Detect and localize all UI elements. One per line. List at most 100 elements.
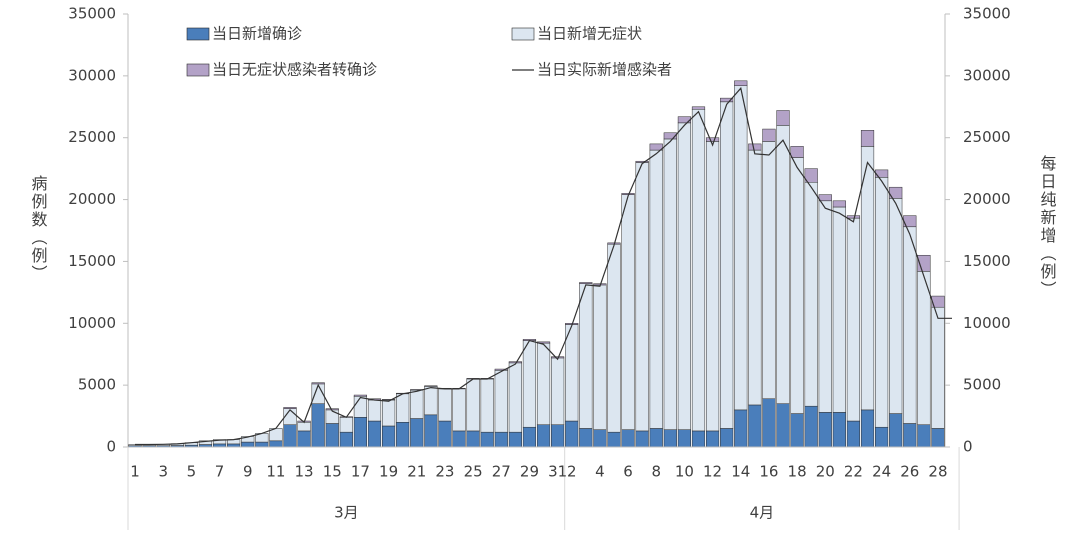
- bar-segment: [804, 182, 818, 407]
- x-tick-label: 27: [492, 463, 511, 481]
- legend-swatch: [511, 27, 535, 41]
- bar-segment: [705, 137, 720, 142]
- bar-segment: [283, 424, 297, 448]
- bar-segment: [565, 420, 579, 448]
- bar-segment: [846, 215, 861, 219]
- x-tick-label: 12: [703, 463, 722, 481]
- bar-segment: [875, 177, 889, 428]
- bar-segment: [762, 398, 776, 448]
- bar-segment: [691, 430, 706, 448]
- x-tick-label: 7: [215, 463, 225, 481]
- bar-segment: [635, 160, 649, 163]
- y-axis-title: 病例数（例）: [29, 175, 48, 283]
- x-tick-label: 14: [731, 463, 750, 481]
- bar-segment: [325, 408, 339, 411]
- bar-segment: [691, 106, 706, 110]
- bar-segment: [748, 404, 762, 448]
- x-tick-label: 4: [595, 463, 605, 481]
- bar-segment: [579, 282, 593, 284]
- bar-segment: [889, 198, 903, 414]
- bar-segment: [297, 430, 311, 448]
- y2-axis-title: 每日纯新增（例）: [1038, 155, 1057, 299]
- bar-segment: [649, 428, 663, 448]
- bar-segment: [705, 430, 720, 448]
- x-tick-label: 23: [435, 463, 454, 481]
- bar-segment: [734, 409, 748, 448]
- x-tick-label: 5: [187, 463, 197, 481]
- x-tick-label: 15: [323, 463, 342, 481]
- bar-segment: [382, 425, 396, 448]
- bar-segment: [410, 389, 424, 419]
- bar-segment: [663, 429, 677, 448]
- bar-segment: [593, 429, 607, 448]
- y2-tick-label: 5000: [963, 376, 1001, 394]
- bar-segment: [424, 386, 438, 416]
- bar-segment: [410, 418, 424, 448]
- x-tick-label: 8: [651, 463, 661, 481]
- bar-segment: [649, 143, 663, 151]
- bar-segment: [790, 413, 804, 448]
- bar-segment: [424, 385, 438, 387]
- bar-segment: [663, 138, 677, 430]
- bar-segment: [720, 428, 734, 448]
- legend-label: 当日新增确诊: [212, 25, 302, 43]
- bar-segment: [255, 441, 269, 448]
- bar-segment: [677, 429, 691, 448]
- x-tick-label: 29: [520, 463, 539, 481]
- bar-segment: [494, 370, 508, 433]
- x-tick-label: 24: [872, 463, 891, 481]
- bar-segment: [931, 295, 945, 308]
- bar-segment: [649, 149, 663, 429]
- x-tick-label: 20: [816, 463, 835, 481]
- bar-segment: [480, 431, 494, 448]
- bar-segment: [424, 414, 438, 448]
- bar-segment: [382, 399, 396, 401]
- line: [135, 86, 952, 446]
- bar-segment: [635, 162, 649, 432]
- bar-segment: [705, 141, 720, 432]
- y2-tick-label: 15000: [963, 252, 1011, 270]
- bar-segment: [593, 284, 607, 430]
- bar-segment: [466, 378, 480, 432]
- bar-segment: [804, 168, 818, 183]
- bar-segment: [353, 417, 368, 448]
- bar-segment: [212, 439, 227, 445]
- bar-segment: [297, 422, 311, 432]
- x-tick-label: 3: [158, 463, 168, 481]
- bar-segment: [269, 440, 283, 448]
- bar-segment: [396, 393, 410, 423]
- bar-segment: [325, 423, 339, 448]
- bar-segment: [565, 324, 579, 422]
- y-tick-label: 20000: [68, 190, 116, 208]
- x-tick-label: 21: [407, 463, 426, 481]
- bar-segment: [367, 399, 382, 422]
- bar-segment: [480, 378, 494, 433]
- y-tick-label: 35000: [68, 5, 116, 23]
- y2-tick-label: 30000: [963, 66, 1011, 84]
- bar-segment: [846, 420, 861, 448]
- bar-segment: [353, 394, 368, 397]
- x-tick-label: 25: [464, 463, 483, 481]
- bar-segment: [382, 399, 396, 427]
- bar-segment: [776, 110, 790, 126]
- bar-segment: [762, 128, 776, 142]
- bar-segment: [818, 194, 832, 202]
- bar-segment: [917, 424, 931, 448]
- bar-segment: [438, 420, 452, 448]
- bar-segment: [339, 431, 353, 448]
- bar-segment: [790, 157, 804, 414]
- bar-segment: [438, 388, 452, 422]
- legend-swatch: [186, 27, 210, 41]
- bar-segment: [635, 430, 649, 448]
- y-tick-label: 30000: [68, 66, 116, 84]
- bar-segment: [396, 422, 410, 448]
- bar-segment: [734, 85, 748, 411]
- bar-segment: [579, 283, 593, 429]
- bar-segment: [917, 271, 931, 425]
- legend-label: 当日新增无症状: [537, 25, 642, 43]
- bar-segment: [818, 412, 832, 448]
- x-tick-label: 11: [266, 463, 285, 481]
- bar-segment: [452, 430, 466, 448]
- bar-segment: [607, 243, 621, 433]
